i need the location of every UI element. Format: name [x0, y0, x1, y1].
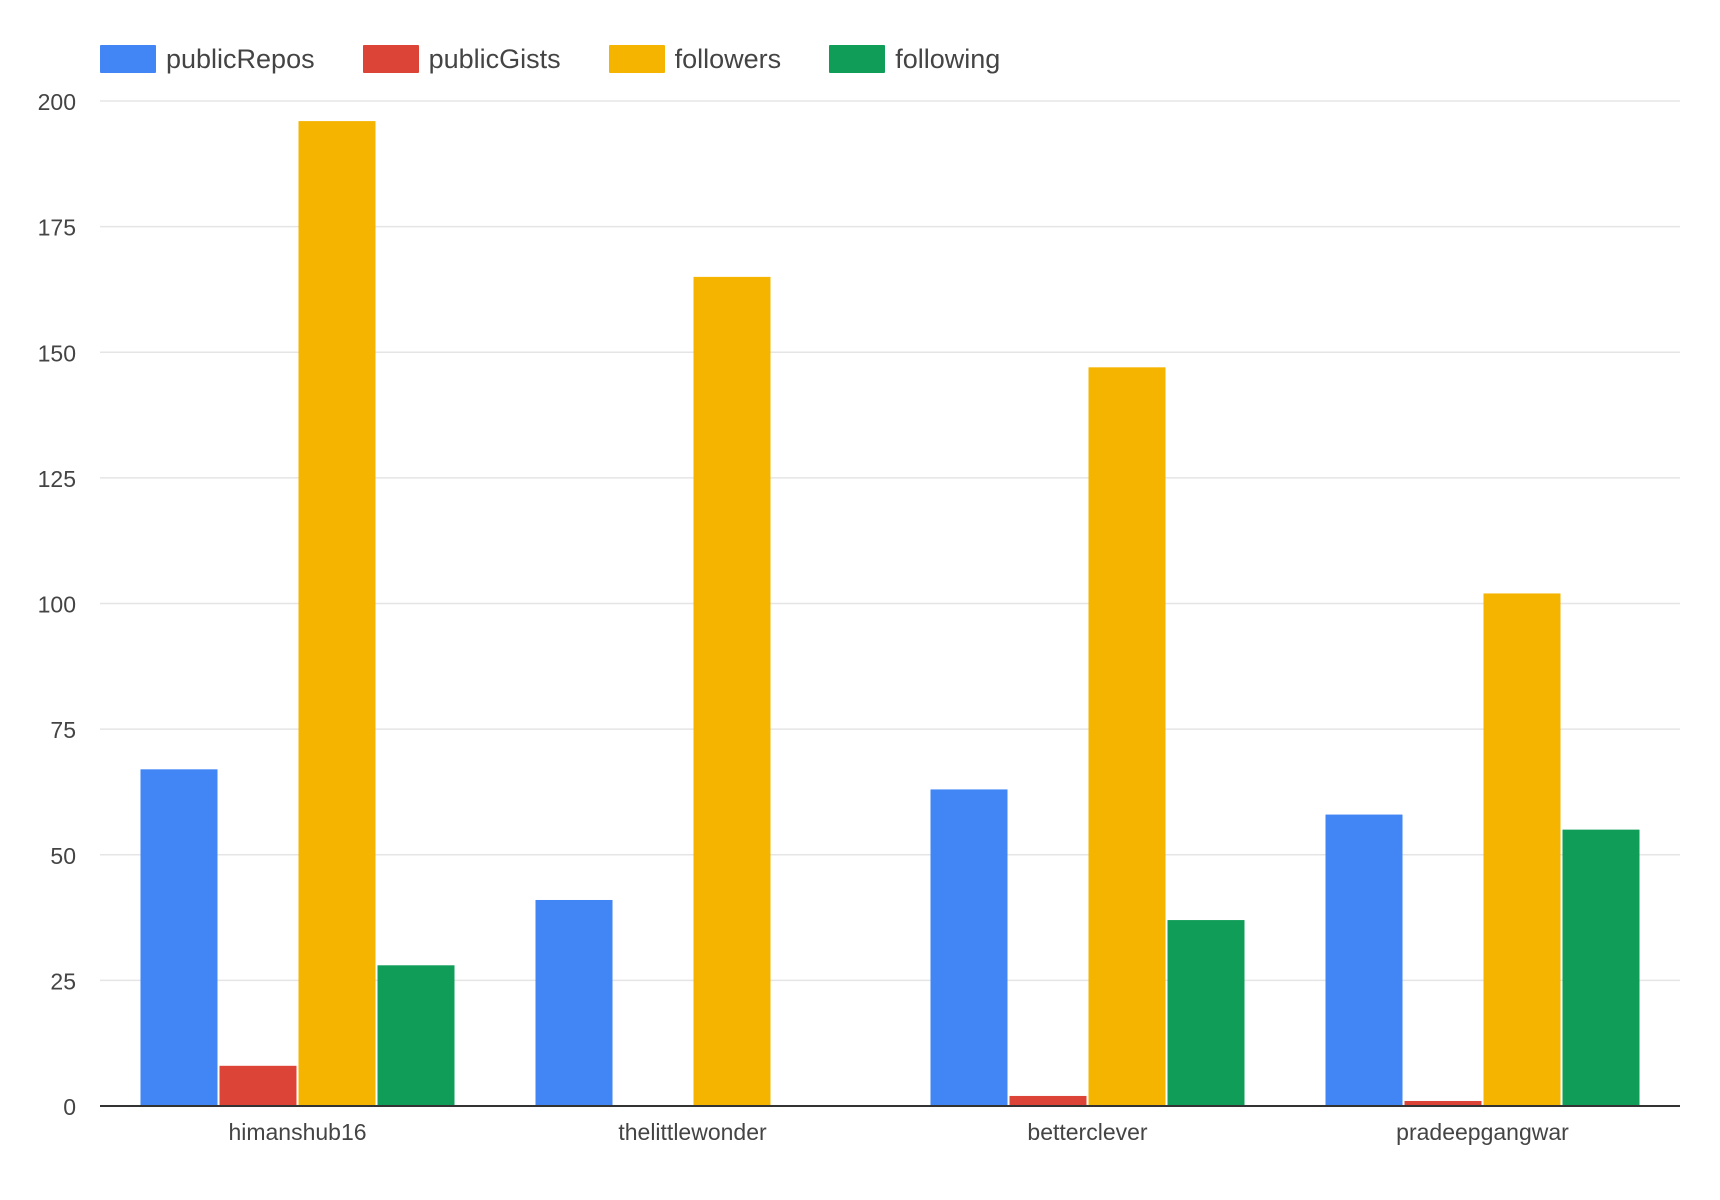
y-tick-label: 25 — [50, 968, 76, 994]
bar-followers-pradeepgangwar[interactable] — [1483, 593, 1561, 1106]
bar-publicRepos-pradeepgangwar[interactable] — [1325, 814, 1403, 1106]
bar-followers-thelittlewonder[interactable] — [693, 276, 771, 1106]
y-tick-label: 75 — [50, 717, 76, 743]
y-tick-label: 100 — [38, 592, 76, 618]
legend-item-following[interactable]: following — [829, 44, 1000, 75]
bar-following-pradeepgangwar[interactable] — [1562, 829, 1640, 1106]
legend-item-publicGists[interactable]: publicGists — [362, 43, 561, 75]
legend-item-publicRepos[interactable]: publicRepos — [100, 44, 315, 75]
y-tick-label: 175 — [38, 215, 76, 241]
y-tick-label: 0 — [63, 1094, 76, 1120]
y-tick-label: 150 — [38, 340, 76, 366]
x-tick-label: himanshub16 — [228, 1119, 366, 1145]
bar-publicGists-betterclever[interactable] — [1009, 1095, 1087, 1106]
legend-swatch-following — [829, 45, 886, 73]
legend-label-followers: followers — [674, 43, 782, 74]
legend-swatch-publicGists — [362, 45, 419, 73]
legend-item-followers[interactable]: followers — [608, 43, 782, 75]
bar-following-betterclever[interactable] — [1167, 920, 1245, 1106]
legend-swatch-publicRepos — [100, 45, 156, 73]
bar-followers-betterclever[interactable] — [1088, 367, 1166, 1106]
bars — [140, 121, 1640, 1107]
bar-publicRepos-himanshub16[interactable] — [140, 769, 218, 1106]
x-tick-label: pradeepgangwar — [1396, 1119, 1569, 1145]
bar-publicGists-pradeepgangwar[interactable] — [1404, 1100, 1482, 1106]
chart-legend: publicRepos publicGists followers follow… — [100, 42, 1048, 76]
bar-followers-himanshub16[interactable] — [298, 121, 376, 1107]
x-axis-ticks: himanshub16 thelittlewonder betterclever pr… — [228, 1119, 1569, 1145]
y-tick-label: 125 — [38, 466, 76, 492]
bar-publicRepos-thelittlewonder[interactable] — [535, 899, 613, 1106]
y-tick-label: 200 — [38, 89, 76, 115]
legend-swatch-followers — [608, 45, 665, 73]
legend-label-following: following — [895, 43, 1001, 74]
y-tick-label: 50 — [50, 843, 76, 869]
legend-label-publicRepos: publicRepos — [166, 43, 315, 74]
bar-publicGists-himanshub16[interactable] — [219, 1065, 297, 1106]
bar-following-himanshub16[interactable] — [377, 965, 455, 1106]
bar-publicRepos-betterclever[interactable] — [930, 789, 1008, 1106]
x-tick-label: thelittlewonder — [618, 1119, 767, 1145]
x-tick-label: betterclever — [1027, 1119, 1148, 1145]
legend-label-publicGists: publicGists — [428, 43, 561, 74]
y-axis-ticks: 0 25 50 75 100 125 150 175 200 — [38, 89, 76, 1120]
